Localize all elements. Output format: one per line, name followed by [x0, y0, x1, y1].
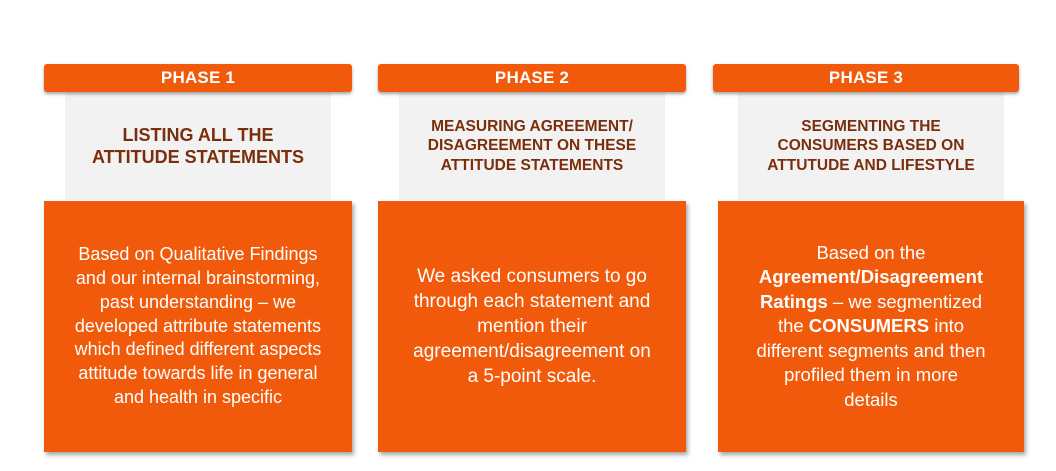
phase-3-body-line: profiled them in more	[784, 364, 958, 386]
phase-2-body-line: mention their	[477, 315, 587, 337]
phase-1-body-line: which defined different aspects	[74, 339, 322, 360]
phase-3-body-bold: CONSUMERS	[808, 315, 930, 337]
phase-2-subtitle: MEASURING AGREEMENT/ DISAGREEMENT ON THE…	[399, 92, 665, 200]
phase-1-subtitle-line: ATTITUDE STATEMENTS	[92, 147, 304, 167]
phase-1-label: PHASE 1	[160, 68, 236, 87]
phase-1-body-line: developed attribute statements	[74, 315, 322, 336]
phase-3-body-line: – we segmentized	[827, 290, 983, 312]
phase-2-subtitle-line: MEASURING AGREEMENT/	[431, 117, 633, 135]
phase-1-body-line: and our internal brainstorming,	[75, 268, 321, 289]
phase-3-body-line: into	[929, 315, 965, 337]
phase-1-body: Based on Qualitative Findings and our in…	[44, 201, 352, 452]
phase-1-header: PHASE 1	[44, 64, 352, 92]
phase-3-label: PHASE 3	[828, 68, 904, 87]
phase-1-body-line: and health in specific	[113, 386, 283, 407]
phase-2-body-line: through each statement and	[413, 290, 651, 312]
phase-2-body: We asked consumers to go through each st…	[378, 201, 686, 452]
phase-3-body-line: the	[777, 315, 809, 337]
phase-2-body-line: agreement/disagreement on	[413, 341, 651, 363]
phase-3-subtitle-line: ATTUTUDE AND LIFESTYLE	[767, 156, 975, 174]
phase-1-body-line: Based on Qualitative Findings	[78, 244, 318, 265]
phase-3-body-bold: Agreement/Disagreement	[758, 266, 984, 288]
phase-1-subtitle: LISTING ALL THE ATTITUDE STATEMENTS	[65, 92, 331, 200]
phase-2-label: PHASE 2	[494, 68, 570, 87]
phase-2-body-line: a 5-point scale.	[467, 366, 597, 388]
phase-2-header: PHASE 2	[378, 64, 686, 92]
phase-3-subtitle-line: SEGMENTING THE	[801, 117, 941, 135]
phase-3-body-line: different segments and then	[756, 339, 986, 361]
phase-2-subtitle-line: DISAGREEMENT ON THESE	[427, 137, 637, 155]
phase-1-body-line: attitude towards life in general	[78, 363, 318, 384]
phase-1-body-line: past understanding – we	[99, 291, 297, 312]
phase-1-subtitle-line: LISTING ALL THE	[122, 124, 274, 145]
phase-3-subtitle-line: CONSUMERS BASED ON	[777, 137, 965, 155]
phase-3-body-bold: Ratings	[759, 290, 828, 312]
phase-3-body: Based on the Agreement/Disagreement Rati…	[718, 201, 1024, 452]
phase-3-body-line: details	[844, 388, 898, 410]
phase-2-subtitle-line: ATTITUDE STATEMENTS	[440, 156, 624, 174]
phase-3-body-line: Based on the	[816, 242, 926, 264]
phase-2-body-line: We asked consumers to go	[417, 265, 647, 287]
phase-3-subtitle: SEGMENTING THE CONSUMERS BASED ON ATTUTU…	[738, 92, 1004, 200]
phase-3-header: PHASE 3	[713, 64, 1019, 92]
